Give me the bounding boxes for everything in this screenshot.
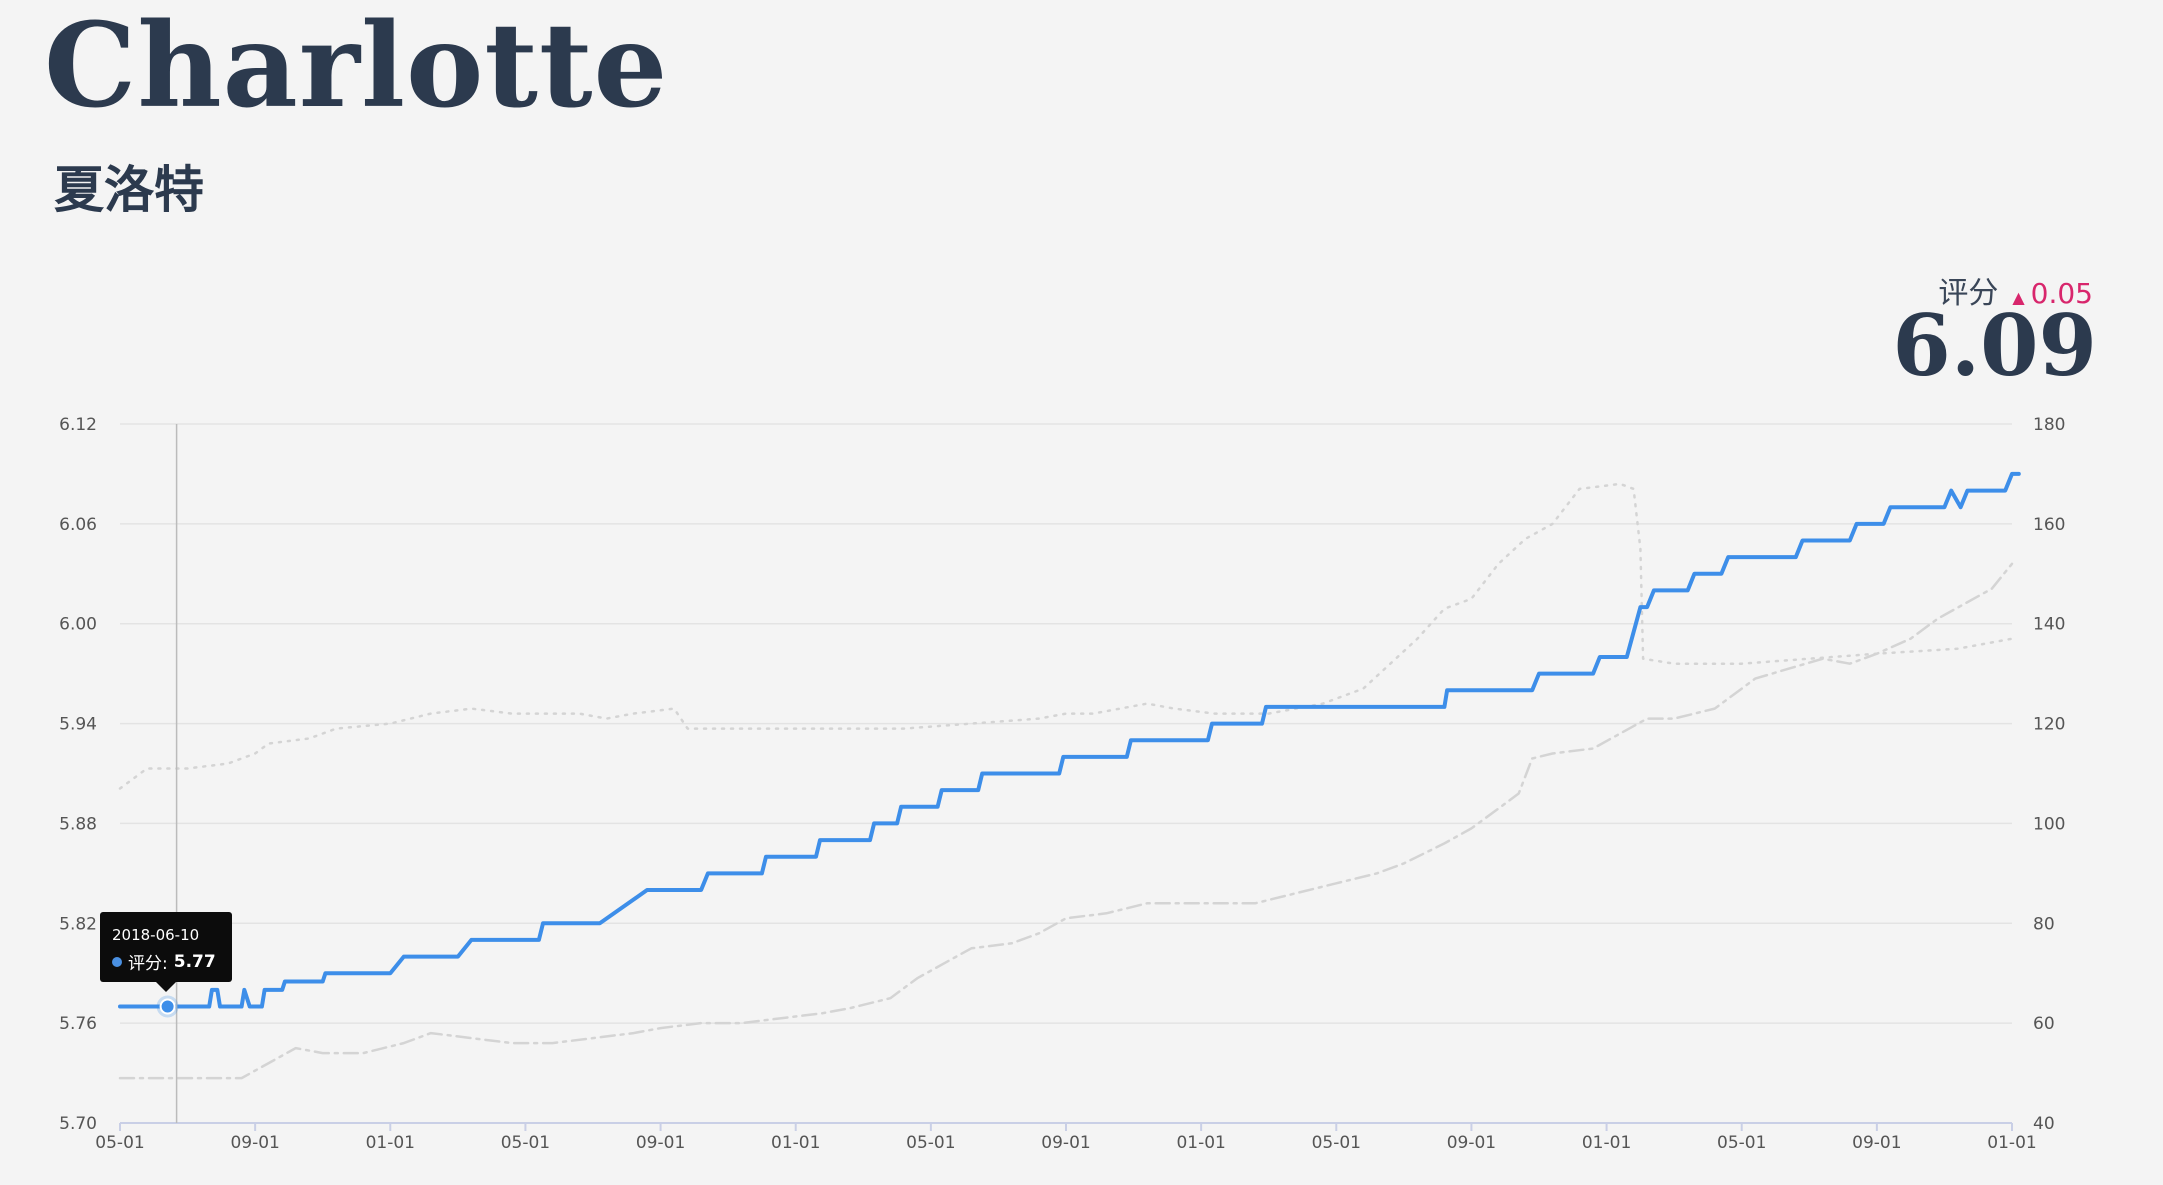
y-right-tick-label: 60 [2033,1014,2055,1034]
x-tick-label: 01-01 [366,1133,415,1153]
y-tick-label: 6.00 [59,615,97,635]
x-tick-label: 05-01 [501,1133,550,1153]
y-axis-left: 6.12 6.06 6.00 5.94 5.88 5.82 5.76 5.70 [59,415,97,1134]
page-subtitle: 夏洛特 [54,160,204,219]
y-tick-label: 5.82 [59,914,97,934]
x-tick-label: 01-01 [771,1133,820,1153]
y-right-tick-label: 100 [2033,814,2065,834]
triangle-up-icon: ▲ [2012,288,2025,307]
y-tick-label: 5.76 [59,1014,97,1034]
y-right-tick-label: 120 [2033,715,2065,735]
x-tick-label: 01-01 [1987,1133,2036,1153]
score-value: 6.09 [1892,296,2097,395]
x-tick-label: 09-01 [1447,1133,1496,1153]
x-tick-label: 09-01 [230,1133,279,1153]
score-delta: ▲ 0.05 [2012,277,2093,310]
tooltip-date: 2018-06-10 [112,926,200,944]
x-tick-label: 01-01 [1176,1133,1225,1153]
x-tick-label: 01-01 [1582,1133,1631,1153]
right-axis-series-dashdot [118,562,2014,1080]
y-tick-label: 5.70 [59,1114,97,1134]
chart-highlight [156,424,179,1123]
y-right-tick-label: 80 [2033,914,2055,934]
y-right-tick-label: 40 [2033,1114,2055,1134]
y-tick-label: 6.12 [59,415,97,435]
series-dot-icon [112,956,122,967]
y-right-tick-label: 160 [2033,515,2065,535]
x-tick-label: 05-01 [906,1133,955,1153]
page-title: Charlotte [44,0,669,134]
score-label: 评分 [1938,276,1999,311]
chart-grid [120,423,2012,1024]
score-delta-value: 0.05 [2030,277,2093,310]
score-header: 评分 ▲ 0.05 [1938,268,2093,312]
tooltip-value: 5.77 [173,951,216,972]
tooltip-row: 评分: 5.77 [112,949,216,974]
tooltip-arrow [156,982,176,992]
y-tick-label: 6.06 [59,515,97,535]
chart-tooltip: 2018-06-10 评分: 5.77 [100,912,232,992]
x-tick-label: 09-01 [1041,1133,1090,1153]
right-axis-series-dotted [118,482,2014,790]
x-tick-label: 09-01 [1852,1133,1901,1153]
x-tick-label: 05-01 [1312,1133,1361,1153]
y-tick-label: 5.88 [59,814,97,834]
x-tick-label: 05-01 [95,1133,144,1153]
tooltip-label: 评分: [128,954,168,974]
x-tick-label: 05-01 [1717,1133,1766,1153]
highlight-point [159,998,176,1015]
rating-series-line [118,471,2021,1009]
x-tick-label: 09-01 [636,1133,685,1153]
x-axis: 05-01 09-01 01-01 05-01 09-01 01-01 05-01 09-01… [95,1122,2037,1153]
y-right-tick-label: 180 [2033,415,2065,435]
y-axis-right: 180 160 140 120 100 80 60 40 [2033,415,2065,1134]
y-right-tick-label: 140 [2033,615,2065,635]
chart-series [118,471,2021,1080]
y-tick-label: 5.94 [59,715,97,735]
